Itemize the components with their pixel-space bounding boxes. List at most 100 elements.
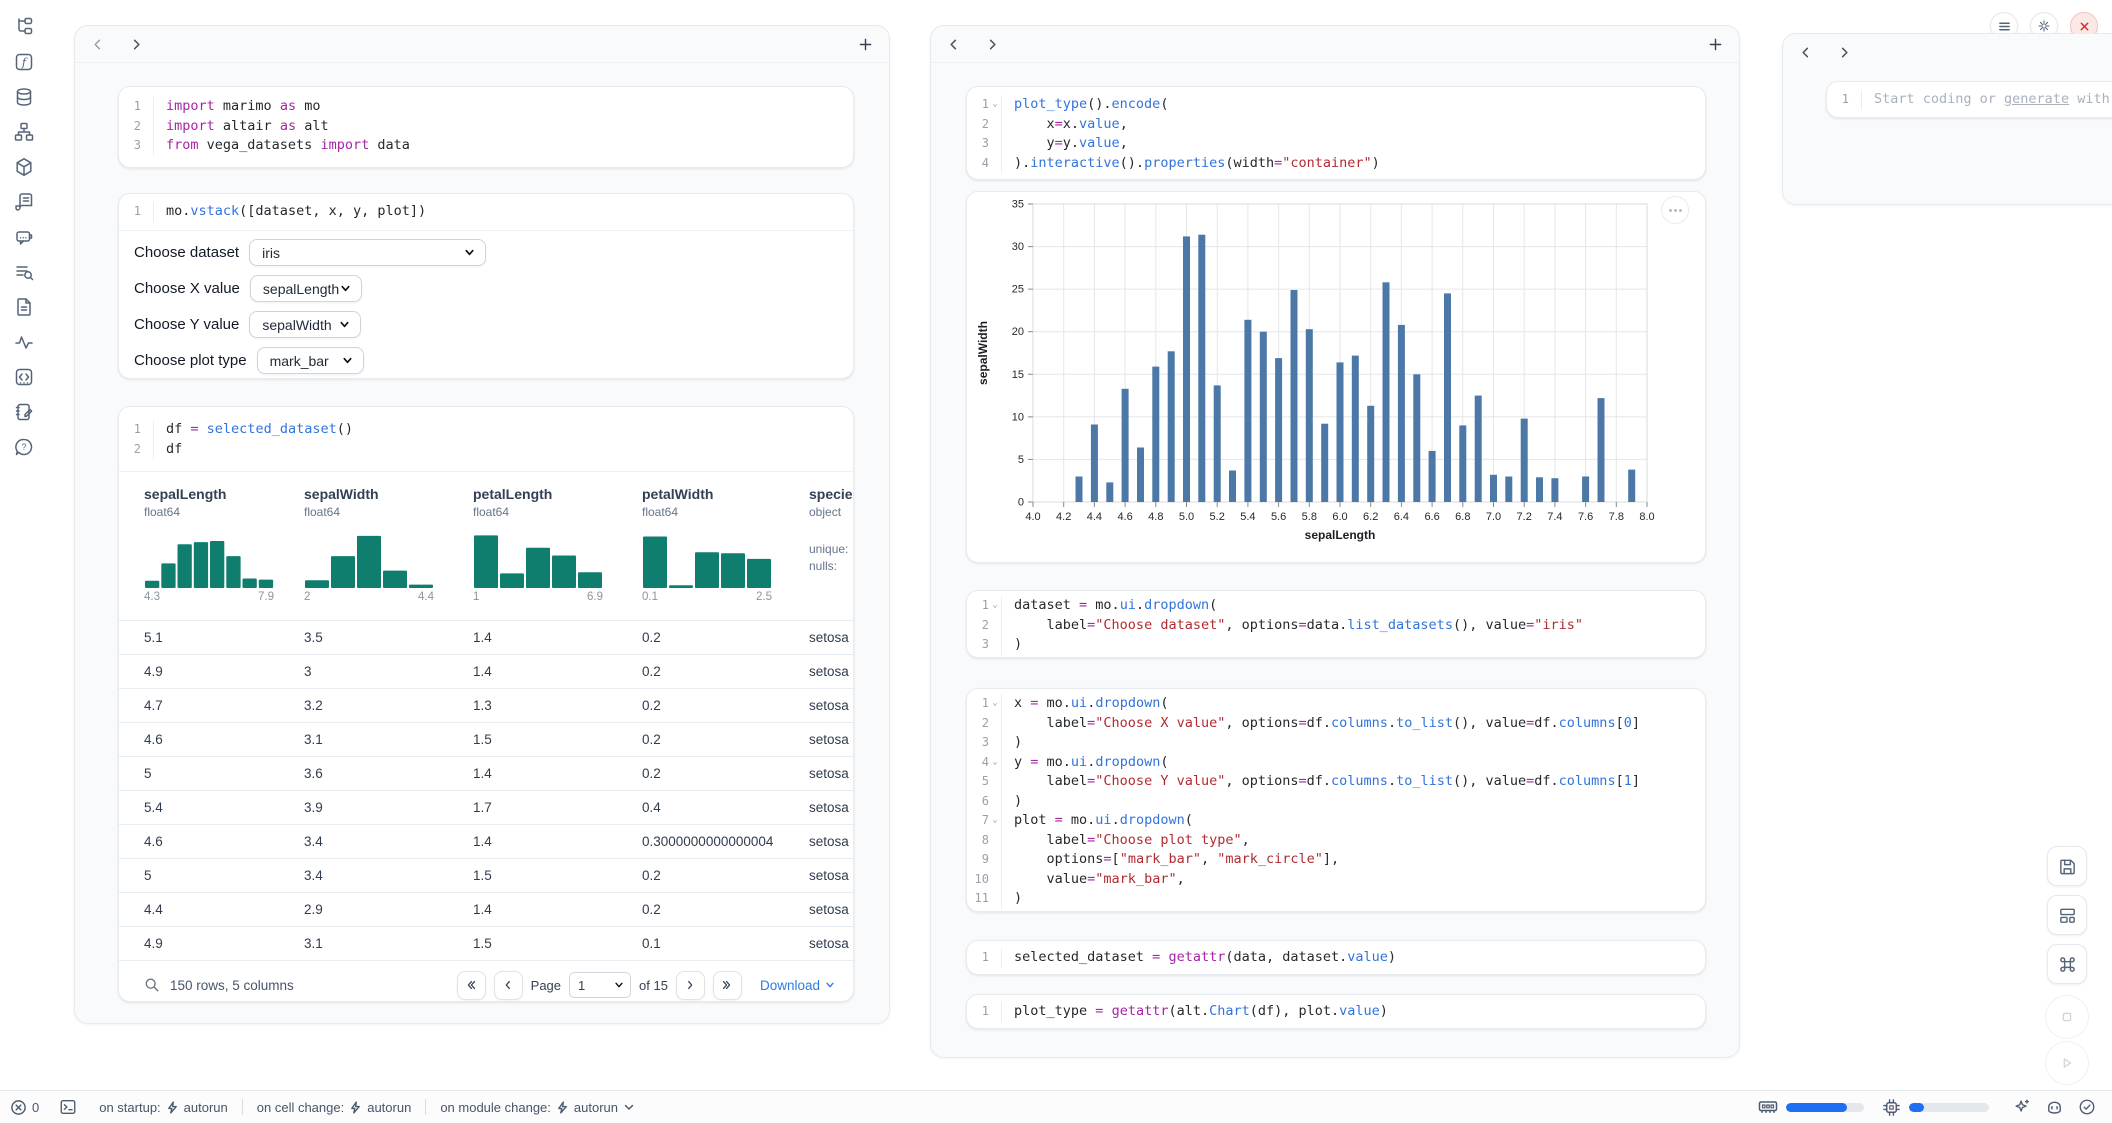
cell-xy-plot-dropdowns[interactable]: 1⌄x = mo.ui.dropdown(2 label="Choose X v… <box>966 688 1706 912</box>
code-line: 11) <box>967 889 1705 909</box>
table-cell: 1.4 <box>473 664 642 679</box>
fold-marker-icon <box>989 772 1001 792</box>
scroll-right-icon[interactable] <box>130 38 143 51</box>
table-cell: 0.2 <box>642 902 809 917</box>
on-startup-setting[interactable]: on startup: autorun <box>99 1100 228 1115</box>
help-icon[interactable]: ? <box>13 436 35 458</box>
fold-marker-icon <box>141 440 153 460</box>
file-tree-icon[interactable] <box>13 16 35 38</box>
functions-icon[interactable]: f <box>13 51 35 73</box>
table-cell: 4.4 <box>144 902 304 917</box>
column-header[interactable]: petalLengthfloat6416.9 <box>473 486 642 620</box>
first-page-button[interactable] <box>457 971 486 1000</box>
svg-text:5.6: 5.6 <box>1271 511 1286 523</box>
altair-chart[interactable]: 4.04.24.44.64.85.05.25.45.65.86.06.26.46… <box>967 192 1705 563</box>
on-module-change-setting[interactable]: on module change: autorun <box>440 1100 635 1115</box>
page-select[interactable]: 1 <box>569 972 631 998</box>
packages-icon[interactable] <box>13 156 35 178</box>
column-header <box>931 26 1739 63</box>
column-header[interactable]: speciesobjectunique:nulls: <box>809 486 853 620</box>
generate-link[interactable]: generate <box>2004 91 2069 107</box>
layout-panels-icon[interactable] <box>2047 895 2087 935</box>
stop-icon[interactable] <box>2045 995 2089 1039</box>
y-value-label: Choose Y value <box>134 316 239 333</box>
prev-page-button[interactable] <box>494 971 523 1000</box>
fold-marker-icon <box>141 117 153 137</box>
table-row: 5.43.91.70.4setosa <box>119 790 853 824</box>
on-cell-change-setting[interactable]: on cell change: autorun <box>257 1100 412 1115</box>
line-number: 3 <box>967 733 989 753</box>
svg-text:0: 0 <box>1018 497 1024 509</box>
column-header[interactable]: sepalLengthfloat644.37.9 <box>144 486 304 620</box>
cell-dataset-dropdown[interactable]: 1⌄dataset = mo.ui.dropdown(2 label="Choo… <box>966 590 1706 658</box>
fold-marker-icon <box>989 115 1001 135</box>
y-value-select[interactable]: sepalWidth <box>249 311 361 338</box>
dataset-select[interactable]: iris <box>249 239 486 266</box>
tracing-icon[interactable] <box>13 331 35 353</box>
datasources-icon[interactable] <box>13 86 35 108</box>
line-number: 1 <box>119 202 141 222</box>
cell-vstack[interactable]: 1mo.vstack([dataset, x, y, plot]) Choose… <box>118 193 854 379</box>
table-cell: 5 <box>144 868 304 883</box>
cell-plot-type[interactable]: 1plot_type = getattr(alt.Chart(df), plot… <box>966 994 1706 1029</box>
table-cell: 5.4 <box>144 800 304 815</box>
copilot-icon[interactable] <box>2045 1098 2064 1117</box>
snippets-icon[interactable] <box>13 296 35 318</box>
column-histogram <box>144 528 274 588</box>
line-number: 2 <box>967 714 989 734</box>
search-icon[interactable] <box>144 977 160 993</box>
errors-icon[interactable] <box>10 1099 27 1116</box>
cell-dataframe[interactable]: 1df = selected_dataset()2df sepalLengthf… <box>118 406 854 1002</box>
y-axis-title: sepalWidth <box>976 321 990 385</box>
fold-marker-icon <box>989 635 1001 655</box>
cell-imports[interactable]: 1import marimo as mo2import altair as al… <box>118 86 854 168</box>
table-cell: 0.3000000000000004 <box>642 834 809 849</box>
column-header[interactable]: petalWidthfloat640.12.5 <box>642 486 809 620</box>
next-page-button[interactable] <box>676 971 705 1000</box>
error-count: 0 <box>32 1100 39 1115</box>
zap-icon <box>556 1101 569 1114</box>
table-row: 53.41.50.2setosa <box>119 858 853 892</box>
add-cell-icon[interactable] <box>858 37 873 52</box>
column-range: 4.37.9 <box>144 591 274 603</box>
scroll-left-icon[interactable] <box>1799 46 1812 59</box>
line-number: 1 <box>967 948 989 968</box>
table-cell: 4.9 <box>144 936 304 951</box>
chart-options-icon[interactable] <box>1661 196 1689 224</box>
x-value-select[interactable]: sepalLength <box>250 275 362 302</box>
save-icon[interactable] <box>2047 846 2087 886</box>
fold-marker-icon: ⌄ <box>989 694 1001 714</box>
line-number: 1 <box>967 596 989 616</box>
ai-chat-icon[interactable] <box>13 226 35 248</box>
table-cell: 3.6 <box>304 766 473 781</box>
cpu-icon <box>1882 1098 1901 1117</box>
download-button[interactable]: Download <box>760 978 835 993</box>
scroll-right-icon[interactable] <box>1838 46 1851 59</box>
column-header[interactable]: sepalWidthfloat6424.4 <box>304 486 473 620</box>
last-page-button[interactable] <box>713 971 742 1000</box>
terminal-icon[interactable] <box>59 1098 77 1116</box>
scroll-left-icon[interactable] <box>91 38 104 51</box>
dependency-graph-icon[interactable] <box>13 121 35 143</box>
keyboard-shortcuts-icon[interactable] <box>2047 944 2087 984</box>
scratchpad-icon[interactable] <box>13 401 35 423</box>
scroll-left-icon[interactable] <box>947 38 960 51</box>
status-bar: 0 on startup: autorun on cell change: au… <box>0 1090 2112 1123</box>
connection-status-icon[interactable] <box>2078 1098 2096 1116</box>
line-number: 1 <box>967 95 989 115</box>
logs-icon[interactable] <box>13 191 35 213</box>
ai-sparkles-icon[interactable] <box>2013 1098 2031 1116</box>
run-all-icon[interactable] <box>2045 1041 2089 1085</box>
code-placeholder[interactable]: Start coding or generate with <box>1861 90 2112 110</box>
cell-scratchpad[interactable]: 1 Start coding or generate with <box>1826 81 2112 118</box>
scroll-right-icon[interactable] <box>986 38 999 51</box>
plot-type-select[interactable]: mark_bar <box>257 347 364 374</box>
bar-chart-svg[interactable]: 4.04.24.44.64.85.05.25.45.65.86.06.26.46… <box>967 192 1706 563</box>
cell-selected-dataset[interactable]: 1selected_dataset = getattr(data, datase… <box>966 940 1706 975</box>
outline-search-icon[interactable] <box>13 261 35 283</box>
cell-plot-encode[interactable]: 1⌄plot_type().encode(2 x=x.value,3 y=y.v… <box>966 86 1706 180</box>
add-cell-icon[interactable] <box>1708 37 1723 52</box>
marimo-app: { "sidebar": {"icons": ["file-tree","fun… <box>0 0 2112 1122</box>
code-cells-icon[interactable] <box>13 366 35 388</box>
column-range: 24.4 <box>304 591 434 603</box>
